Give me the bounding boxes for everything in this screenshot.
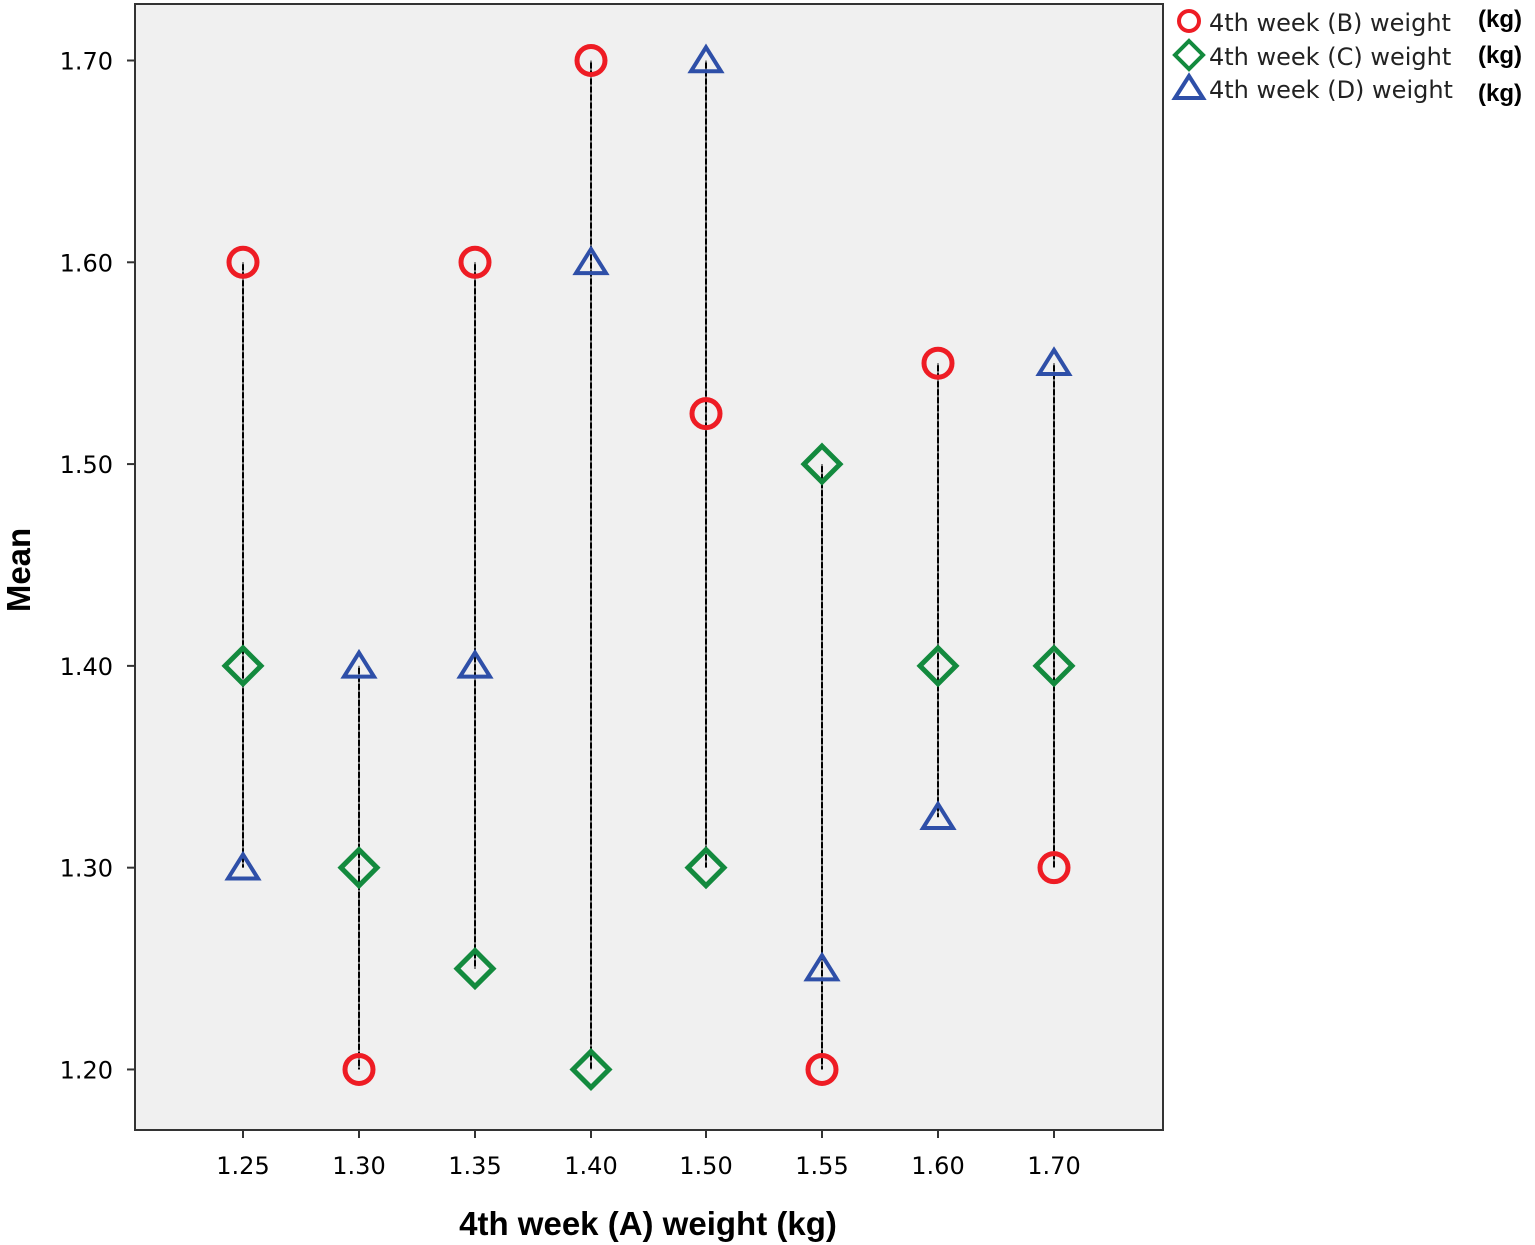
circle-icon [1177, 9, 1201, 33]
x-tick-label: 1.60 [911, 1152, 964, 1180]
triangle-marker [456, 648, 494, 679]
triangle-marker [1035, 346, 1073, 376]
legend-unit-c: (kg) [1478, 42, 1522, 69]
diamond-marker [221, 644, 265, 688]
circle-marker [805, 1052, 839, 1086]
circle-marker [342, 1052, 376, 1086]
x-tick-label: 1.55 [795, 1152, 848, 1180]
diamond-marker [569, 1047, 613, 1091]
legend-label-d: 4th week (D) weight [1209, 76, 1453, 104]
x-tick-label: 1.30 [332, 1152, 385, 1180]
x-axis: 1.25 1.30 1.35 1.40 1.50 1.55 1.60 1.70 [216, 1130, 1081, 1180]
x-tick-label: 1.70 [1027, 1152, 1080, 1180]
diamond-marker [1032, 644, 1076, 688]
y-tick-label: 1.30 [60, 855, 113, 883]
diamond-marker [337, 846, 381, 890]
legend-unit-d: (kg) [1478, 80, 1522, 107]
circle-marker [226, 245, 260, 279]
legend-label-c: 4th week (C) weight [1209, 43, 1451, 71]
drop-lines [242, 60, 1055, 1070]
x-axis-title: 4th week (A) weight (kg) [459, 1205, 837, 1242]
diamond-marker [916, 644, 960, 688]
x-tick-label: 1.50 [679, 1152, 732, 1180]
legend-item-c: 4th week (C) weight (kg) [1172, 38, 1522, 72]
plot-area [134, 3, 1164, 1131]
diamond-icon [1172, 38, 1206, 72]
triangle-marker [572, 245, 610, 276]
circle-marker [458, 245, 492, 279]
y-axis-title: Mean [0, 528, 37, 612]
y-axis: 1.20 1.30 1.40 1.50 1.60 1.70 [60, 48, 135, 1084]
y-tick-label: 1.70 [60, 48, 113, 76]
triangle-marker [224, 850, 262, 881]
circle-marker [1037, 851, 1071, 885]
y-tick-label: 1.50 [60, 451, 113, 479]
circle-marker [689, 397, 723, 431]
x-tick-label: 1.40 [564, 1152, 617, 1180]
legend-item-d: 4th week (D) weight (kg) [1171, 72, 1522, 107]
x-tick-label: 1.35 [448, 1152, 501, 1180]
y-tick-label: 1.40 [60, 653, 113, 681]
triangle-icon [1171, 72, 1207, 100]
diamond-marker [453, 947, 497, 991]
triangle-marker [687, 43, 725, 74]
y-tick-label: 1.60 [60, 249, 113, 277]
x-tick-label: 1.25 [216, 1152, 269, 1180]
legend-unit-b: (kg) [1478, 6, 1522, 33]
legend-label-b: 4th week (B) weight [1209, 9, 1451, 37]
legend: 4th week (B) weight (kg) 4th week (C) we… [1171, 6, 1522, 107]
legend-item-b: 4th week (B) weight (kg) [1177, 6, 1522, 37]
diamond-marker [684, 846, 728, 890]
y-tick-label: 1.20 [60, 1056, 113, 1084]
triangle-marker [340, 648, 378, 679]
triangle-marker [919, 800, 957, 831]
triangle-marker [803, 951, 841, 982]
circle-marker [574, 44, 608, 78]
data-markers [221, 43, 1076, 1091]
circle-marker [921, 346, 955, 380]
diamond-marker [800, 442, 844, 486]
